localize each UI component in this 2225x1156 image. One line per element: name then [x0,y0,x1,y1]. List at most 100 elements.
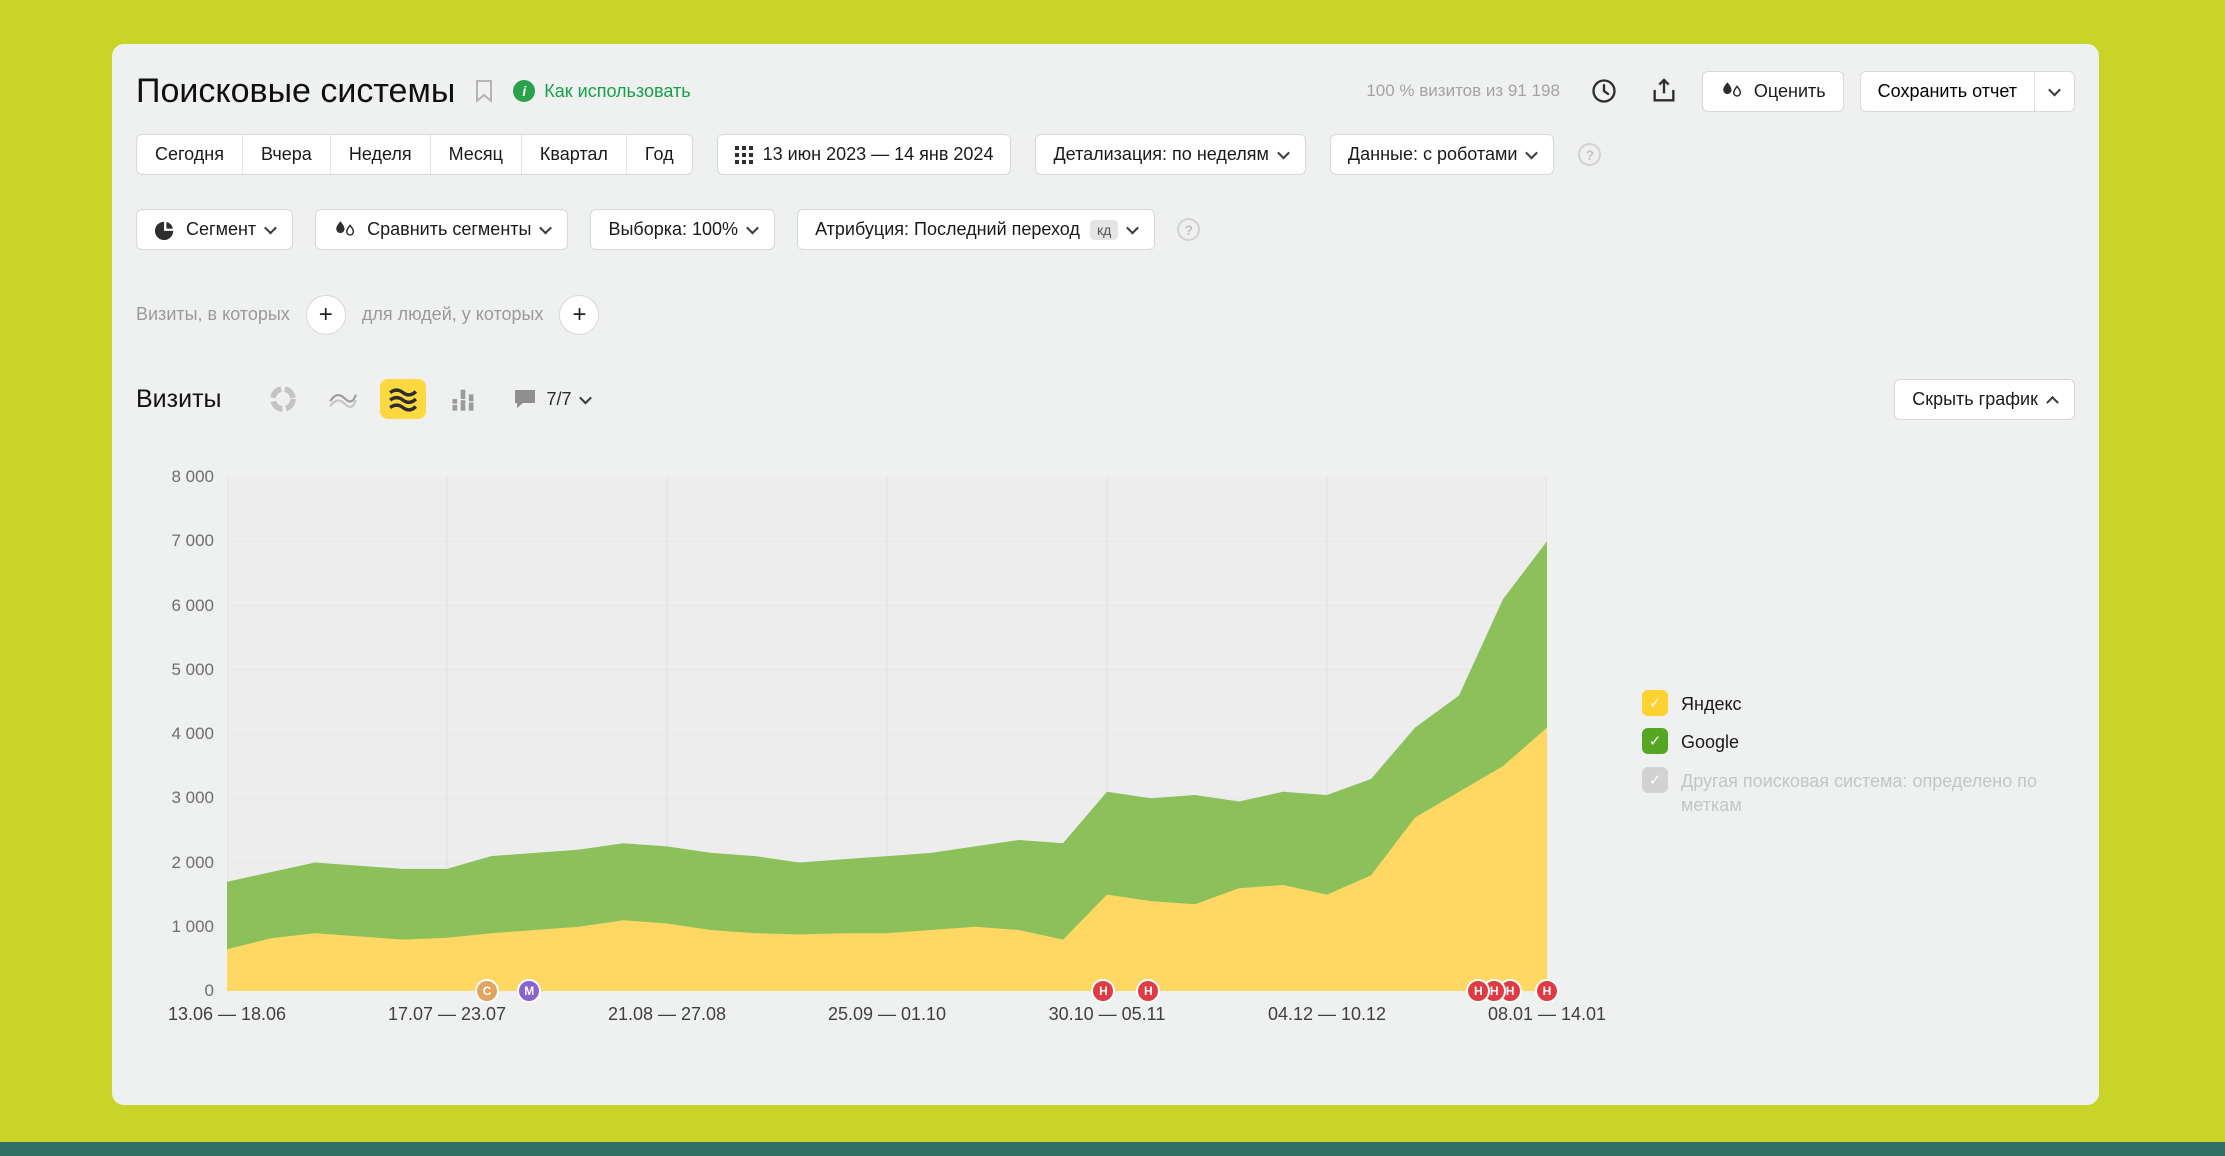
chart-type-stacked-area-button[interactable] [379,379,426,419]
period-tab-6[interactable]: Год [644,144,674,164]
comments-dropdown[interactable]: 7/7 [512,387,592,411]
bookmark-button[interactable] [469,69,499,113]
save-report-split-button: Сохранить отчет [1859,70,2075,112]
detail-dropdown[interactable]: Детализация: по неделям [1035,134,1306,175]
period-tab-4[interactable]: Месяц [431,135,522,174]
legend-label: Другая поисковая система: определено по … [1681,770,2037,815]
sampling-label: Выборка: 100% [608,219,739,239]
chevron-down-icon [578,391,592,404]
period-tab-5[interactable]: Квартал [522,135,627,174]
comment-badge[interactable]: С [475,979,500,1003]
comment-badge[interactable]: Н [1091,979,1116,1003]
chevron-down-icon [264,221,278,235]
chart-type-columns-button[interactable] [440,379,486,419]
clock-icon [1592,79,1616,103]
y-axis-tick-label: 6 000 [171,595,214,615]
date-range-button[interactable]: 13 июн 2023 — 14 янв 2024 [716,134,1012,175]
chart-type-pie-button[interactable] [260,379,306,419]
chart-type-switcher: 7/7 [260,379,592,419]
stacked-area-chart-icon [388,388,417,412]
visits-summary: 100 % визитов из 91 198 [1366,81,1560,100]
comment-badge[interactable]: Н [1136,979,1161,1003]
x-axis-tick-label: 25.09 — 01.10 [827,1004,947,1024]
y-axis-tick-label: 0 [204,981,214,1000]
legend-label: Яндекс [1681,694,1742,714]
add-people-filter-button[interactable]: + [559,294,600,335]
chart-header-row: Визиты 7/7 Скрыть график [136,377,2075,421]
x-axis-tick-label: 17.07 — 23.07 [387,1004,507,1024]
save-report-dropdown-button[interactable] [2034,71,2074,111]
compare-drops-icon [336,220,355,236]
legend-checkbox[interactable]: ✓ [1642,690,1668,716]
header-right: 100 % визитов из 91 198 Оценить Сохранит… [1366,69,2075,113]
rate-button[interactable]: Оценить [1701,70,1844,112]
chevron-down-icon [1126,221,1140,235]
legend-checkbox[interactable]: ✓ [1642,728,1668,755]
compare-segments-dropdown[interactable]: Сравнить сегменты [315,209,569,250]
filter-row: Визиты, в которых + для людей, у которых… [136,294,2075,335]
y-axis-tick-label: 4 000 [171,724,214,743]
comment-badge[interactable]: М [517,979,542,1003]
x-axis-tick-label: 30.10 — 05.11 [1048,1004,1166,1024]
x-axis-tick-label: 13.06 — 18.06 [167,1004,287,1024]
attribution-dropdown[interactable]: Атрибуция: Последний переход кд [797,209,1156,250]
y-axis-tick-label: 1 000 [171,916,214,936]
page-title: Поисковые системы [136,71,456,110]
chart-title: Визиты [136,384,222,413]
legend-checkbox[interactable]: ✓ [1642,766,1668,793]
chart-type-line-button[interactable] [320,379,366,419]
chart-legend: ✓ Яндекс ✓ Google ✓ Другая поисковая система:… [1642,690,2102,829]
sampling-dropdown[interactable]: Выборка: 100% [590,209,776,250]
comment-badge[interactable]: Н [1535,979,1559,1003]
segments-row: Сегмент Сравнить сегменты Выборка: 100% … [136,209,2075,250]
x-axis-tick-label: 08.01 — 14.01 [1487,1004,1607,1024]
period-tab-3[interactable]: Неделя [331,135,431,174]
rate-icon [1723,82,1742,97]
attribution-badge: кд [1089,219,1119,240]
report-panel: Поисковые системы i Как использовать 100… [112,44,2099,1105]
chevron-down-icon [1277,146,1290,160]
export-button[interactable] [1642,69,1686,113]
period-tab-1[interactable]: Сегодня [137,135,243,174]
comment-bubble-icon [514,390,535,408]
comment-badge[interactable]: Н [1466,979,1491,1003]
y-axis-tick-label: 8 000 [171,467,214,486]
chevron-down-icon [1525,146,1539,160]
rate-label: Оценить [1753,80,1826,101]
bottom-strip [0,1142,2225,1156]
header-row: Поисковые системы i Как использовать 100… [136,66,2075,116]
hide-chart-label: Скрыть график [1912,388,2038,409]
chevron-down-icon [539,221,553,235]
stacked-area-chart [227,477,1547,991]
hide-chart-button[interactable]: Скрыть график [1894,378,2075,420]
y-axis-labels: 0 1 000 2 000 3 000 4 000 5 000 6 000 7 000 8 00… [136,467,214,1000]
chart-section: 0 1 000 2 000 3 000 4 000 5 000 6 000 7 000 8 00… [136,467,2075,1087]
add-visit-filter-button[interactable]: + [305,294,346,335]
donut-chart-icon [269,386,296,412]
chevron-up-icon [2046,395,2059,409]
period-tabs: Сегодня Вчера Неделя Месяц Квартал Год [136,134,693,175]
help-question-icon[interactable]: ? [1578,143,1602,166]
legend-item-1[interactable]: ✓ Яндекс [1642,690,2102,716]
save-report-button[interactable]: Сохранить отчет [1860,71,2034,111]
help-question-icon[interactable]: ? [1177,218,1201,241]
history-button[interactable] [1582,69,1626,113]
line-chart-icon [328,394,357,408]
x-axis-labels: 13.06 — 18.06 17.07 — 23.07 21.08 — 27.08 2… [168,991,1606,1041]
chevron-down-icon [2048,83,2061,96]
legend-item-3[interactable]: ✓ Другая поисковая система: определено по… [1642,766,2102,818]
period-tab-2[interactable]: Вчера [243,135,331,174]
tabs-row: Сегодня Вчера Неделя Месяц Квартал Год 13 июн… [136,134,2075,175]
y-axis-tick-label: 5 000 [171,659,214,679]
visits-filter-label: Визиты, в которых [136,304,290,324]
header-left: Поисковые системы i Как использовать [136,69,691,113]
data-label: Данные: с роботами [1347,144,1518,164]
data-dropdown[interactable]: Данные: с роботами [1329,134,1555,175]
legend-item-2[interactable]: ✓ Google [1642,728,2102,755]
segment-dropdown[interactable]: Сегмент [136,209,294,250]
info-icon: i [513,80,536,102]
how-to-use-link[interactable]: i Как использовать [513,80,691,102]
